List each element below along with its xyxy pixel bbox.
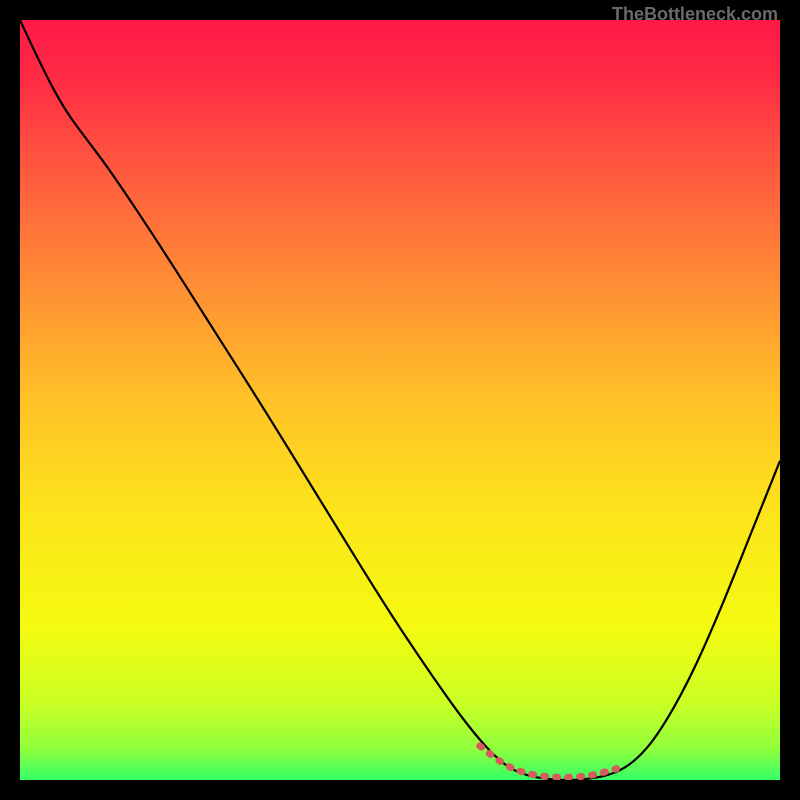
chart-svg bbox=[20, 20, 780, 780]
chart-background bbox=[20, 20, 780, 780]
watermark-text: TheBottleneck.com bbox=[612, 4, 778, 25]
bottleneck-chart bbox=[20, 20, 780, 780]
